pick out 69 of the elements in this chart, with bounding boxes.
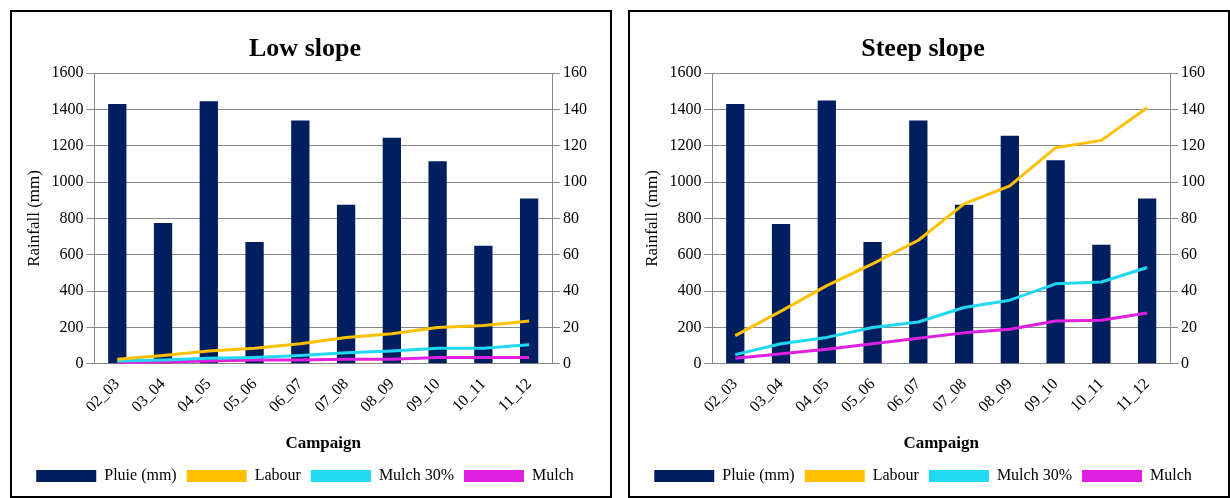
y-tick-label: 1400 [669, 99, 702, 117]
bar [1046, 160, 1065, 364]
y-tick-label: 800 [59, 208, 84, 226]
legend-label: Mulch [1149, 466, 1192, 484]
legend-label: Labour [254, 466, 302, 484]
legend-label: Pluie (mm) [104, 466, 177, 485]
bar [382, 137, 401, 364]
x-axis-title: Campaign [903, 433, 980, 453]
bar [817, 100, 836, 364]
bar [1000, 135, 1019, 364]
y-tick-label: 0 [75, 353, 84, 371]
y-tick-label: 0 [693, 353, 702, 371]
bar [1092, 244, 1111, 364]
bar [291, 120, 310, 364]
bar [336, 204, 356, 364]
bar [726, 104, 745, 364]
chart-title: Low slope [249, 33, 361, 63]
y-tick-label: 800 [677, 208, 702, 226]
y2-tick-label: 40 [1181, 281, 1197, 299]
y2-tick-label: 20 [1181, 317, 1197, 335]
y2-tick-label: 140 [1181, 99, 1205, 117]
y2-tick-label: 60 [563, 244, 579, 262]
bar [771, 223, 791, 364]
y-tick-label: 1400 [51, 99, 84, 117]
y-tick-label: 200 [59, 317, 84, 335]
y2-tick-label: 0 [1181, 353, 1189, 371]
y-tick-label: 1000 [51, 172, 84, 190]
legend-label: Labour [872, 466, 920, 484]
y2-tick-label: 60 [1181, 244, 1197, 262]
bar [519, 198, 539, 364]
legend-label: Mulch 30% [378, 466, 454, 484]
legend-label: Mulch 30% [996, 466, 1072, 484]
y2-tick-label: 160 [1181, 63, 1205, 81]
y-tick-label: 1200 [51, 136, 84, 154]
y2-tick-label: 120 [1181, 136, 1205, 154]
y2-tick-label: 100 [1181, 172, 1205, 190]
bar [199, 101, 218, 364]
bar [245, 242, 264, 364]
y2-tick-label: 140 [563, 99, 587, 117]
y-tick-label: 400 [59, 281, 84, 299]
y-axis-title: Rainfall (mm) [23, 170, 43, 267]
y2-tick-label: 160 [563, 63, 587, 81]
y-tick-label: 400 [677, 281, 702, 299]
bar [909, 120, 928, 364]
y2-tick-label: 40 [563, 281, 579, 299]
y-tick-label: 1000 [669, 172, 702, 190]
chart-title: Steep slope [861, 33, 985, 63]
bar [954, 204, 974, 364]
x-axis-title: Campaign [285, 433, 362, 453]
bar [474, 245, 493, 364]
bar [863, 242, 882, 364]
y-axis-title: Rainfall (mm) [641, 170, 661, 267]
y-tick-label: 1600 [669, 63, 702, 81]
bar [428, 161, 447, 364]
bar [1137, 198, 1157, 364]
legend-label: Pluie (mm) [722, 466, 795, 485]
y2-tick-label: 80 [1181, 208, 1197, 226]
y-tick-label: 1600 [51, 63, 84, 81]
y-tick-label: 200 [677, 317, 702, 335]
y2-tick-label: 0 [563, 353, 571, 371]
y-tick-label: 1200 [669, 136, 702, 154]
bar [108, 104, 127, 364]
y2-tick-label: 100 [563, 172, 587, 190]
y-tick-label: 600 [59, 244, 84, 262]
y2-tick-label: 20 [563, 317, 579, 335]
y2-tick-label: 80 [563, 208, 579, 226]
y2-tick-label: 120 [563, 136, 587, 154]
y-tick-label: 600 [677, 244, 702, 262]
legend-label: Mulch [531, 466, 574, 484]
